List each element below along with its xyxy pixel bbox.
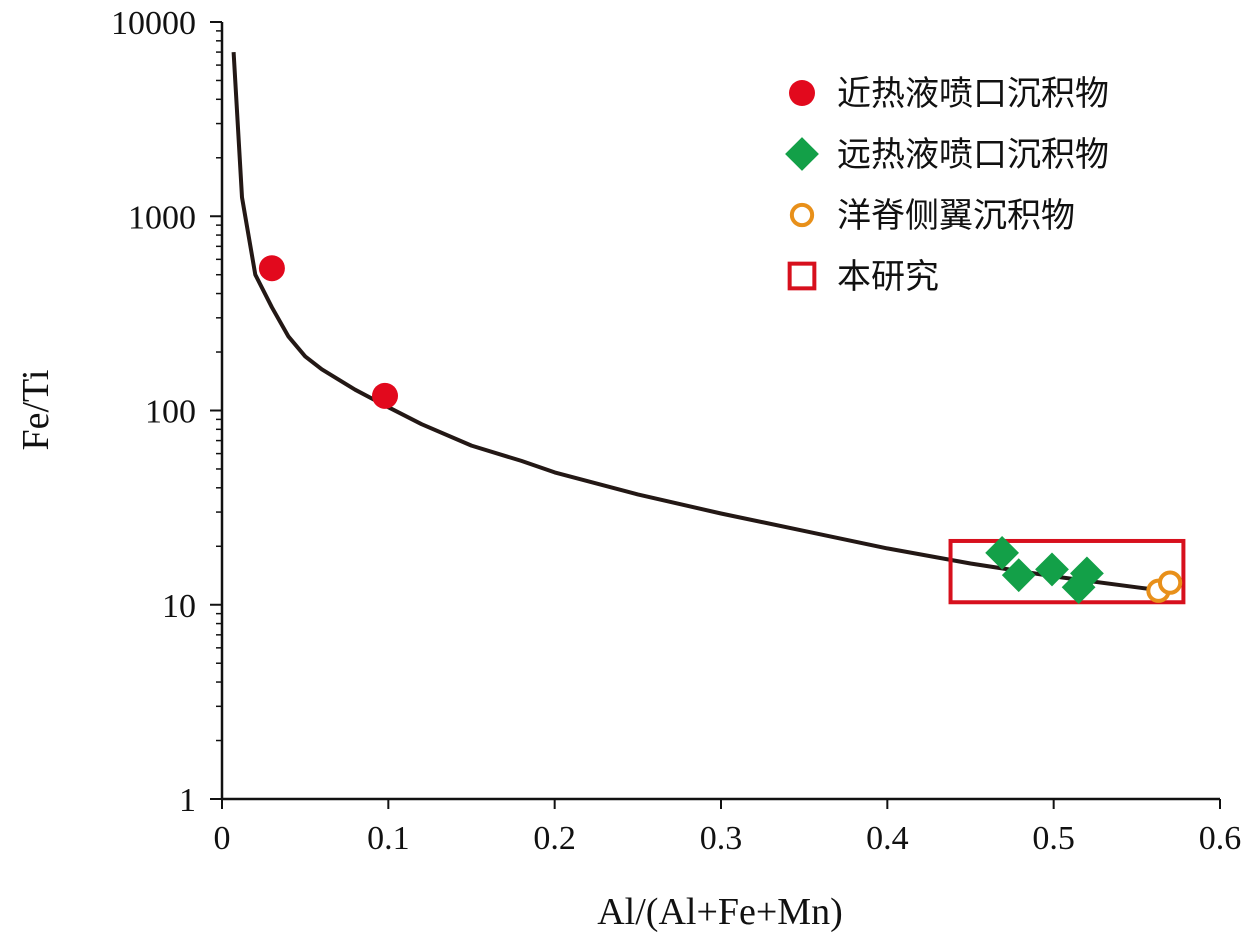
y-tick-label: 100 — [145, 394, 196, 431]
legend-marker — [789, 80, 815, 106]
legend-marker — [789, 202, 815, 228]
x-tick-label: 0.3 — [700, 820, 743, 857]
data-point-series-1 — [372, 382, 399, 409]
x-tick-label: 0.6 — [1199, 820, 1242, 857]
data-point-series-2 — [985, 535, 1020, 570]
legend-label: 洋脊侧翼沉积物 — [837, 196, 1075, 236]
x-tick-label: 0.4 — [866, 820, 909, 857]
data-point-series-3 — [1157, 570, 1183, 595]
x-tick-label: 0.2 — [533, 820, 576, 857]
data-point-series-2 — [1035, 552, 1069, 587]
y-tick-label: 10000 — [111, 5, 196, 42]
y-tick-label: 10 — [162, 588, 196, 625]
y-axis-title: Fe/Ti — [15, 370, 57, 451]
legend-label: 远热液喷口沉积物 — [837, 135, 1109, 175]
data-points-layer — [258, 255, 1183, 605]
legend-marker — [785, 137, 819, 171]
study-area-box — [948, 538, 1186, 605]
y-tick-label: 1 — [179, 782, 196, 819]
axes: 0 0.1 0.2 0.3 0.4 0.5 0.6 1 10 100 1000 10000 — [111, 5, 1241, 857]
legend-label: 本研究 — [837, 257, 939, 297]
legend-label: 近热液喷口沉积物 — [837, 74, 1109, 114]
x-tick-label: 0.5 — [1032, 820, 1075, 857]
x-tick-label: 0 — [214, 820, 231, 857]
y-tick-label: 1000 — [128, 199, 196, 236]
legend-marker — [787, 261, 817, 291]
x-axis-title: Al/(Al+Fe+Mn) — [597, 891, 843, 933]
trend-curve — [231, 51, 1154, 592]
x-tick-label: 0.1 — [367, 820, 410, 857]
study-box-layer — [948, 538, 1186, 605]
data-point-series-2 — [1070, 556, 1104, 591]
trend-curve-layer — [231, 51, 1154, 592]
data-point-series-1 — [258, 255, 285, 282]
data-point-series-2 — [1001, 558, 1036, 593]
